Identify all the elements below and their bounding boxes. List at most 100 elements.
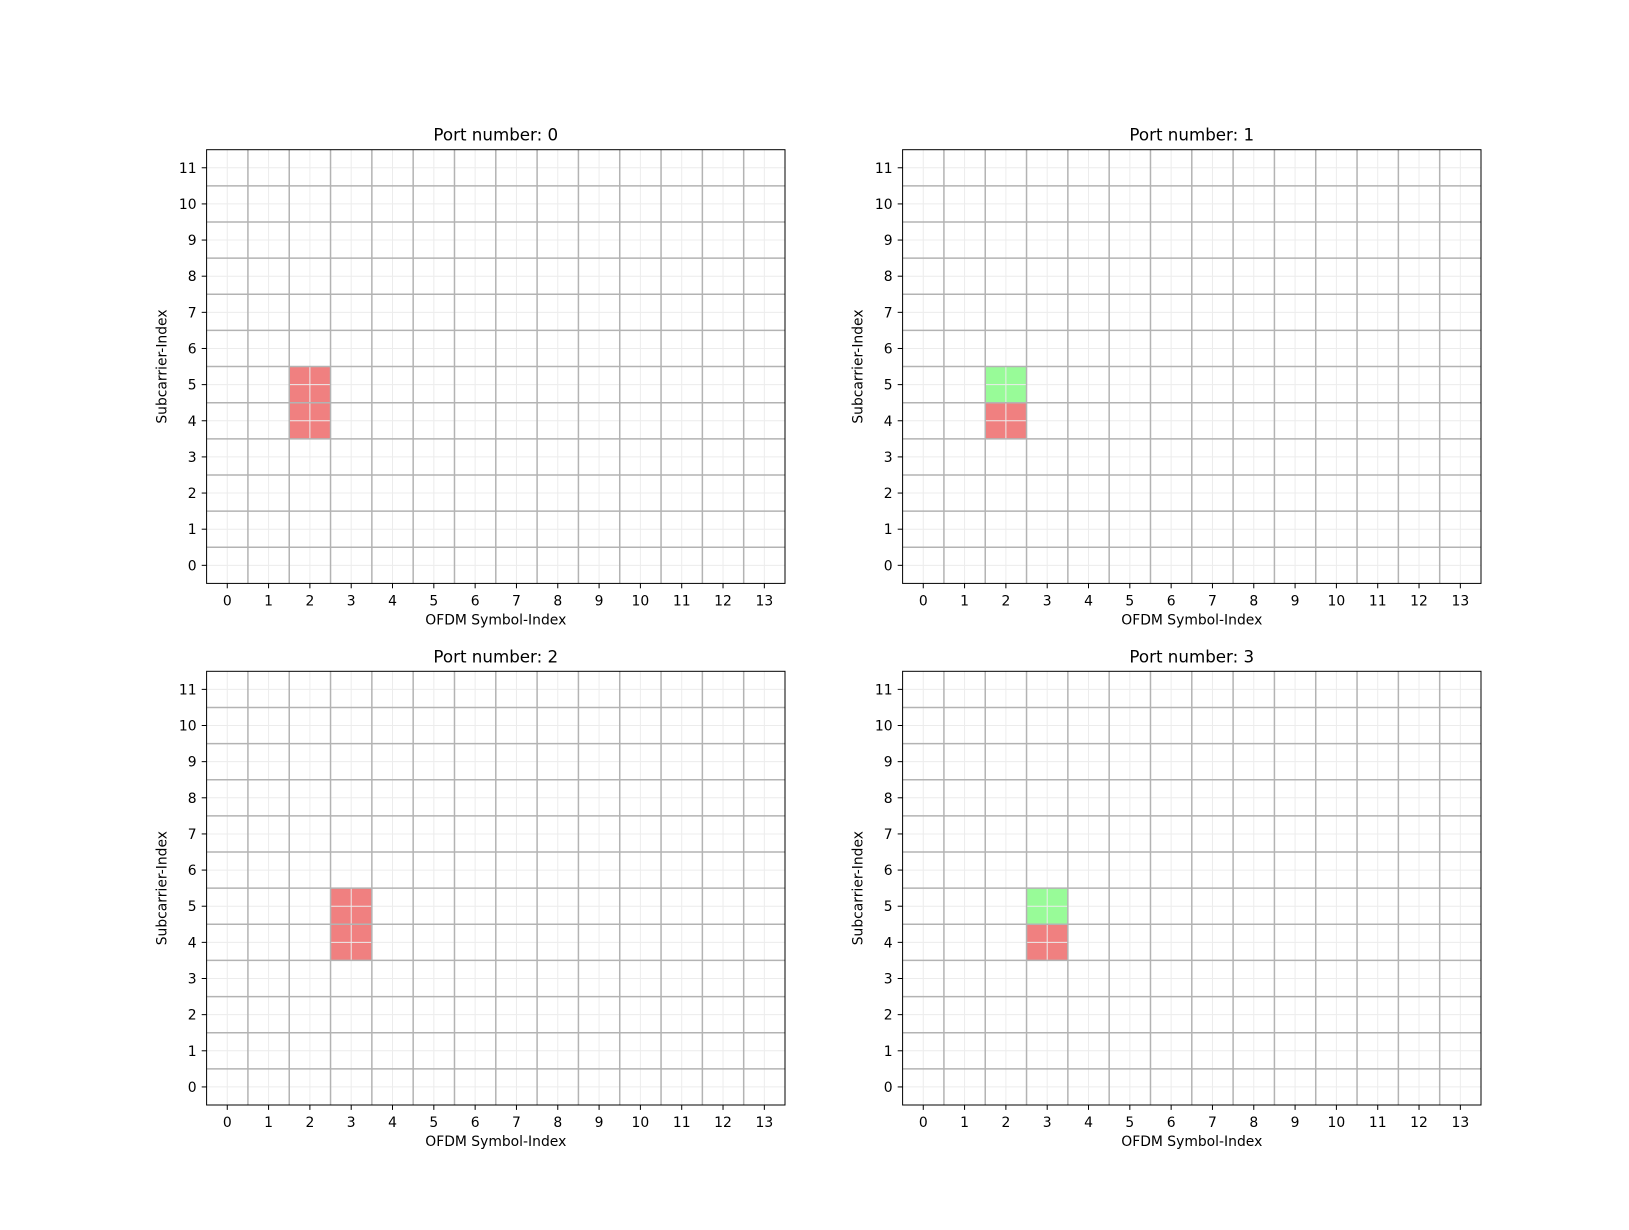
- y-tick-label: 8: [884, 791, 893, 807]
- chart-title: Port number: 1: [1129, 125, 1254, 145]
- y-tick-label: 5: [884, 378, 893, 394]
- y-tick-label: 6: [884, 341, 893, 357]
- x-tick-label: 2: [305, 593, 314, 609]
- x-tick-label: 10: [632, 593, 650, 609]
- x-tick-label: 9: [1291, 1115, 1300, 1131]
- y-tick-label: 2: [188, 486, 197, 502]
- y-tick-label: 9: [188, 233, 197, 249]
- x-tick-label: 0: [919, 1115, 928, 1131]
- x-tick-label: 2: [1001, 1115, 1010, 1131]
- x-tick-label: 12: [714, 593, 732, 609]
- y-tick-label: 5: [188, 378, 197, 394]
- x-axis-label: OFDM Symbol-Index: [425, 612, 566, 628]
- y-tick-label: 1: [188, 1044, 197, 1060]
- y-axis-label: Subcarrier-Index: [155, 831, 171, 945]
- x-tick-label: 7: [1208, 1115, 1217, 1131]
- x-axis-ticks: 0 1 2 3 4 5 6 7 8 9 10 11 12 13: [919, 583, 1469, 609]
- x-tick-label: 13: [755, 593, 773, 609]
- x-tick-label: 12: [714, 1115, 732, 1131]
- y-tick-label: 7: [884, 305, 893, 321]
- x-tick-label: 1: [264, 593, 273, 609]
- x-tick-label: 4: [1084, 593, 1093, 609]
- x-tick-label: 11: [1369, 593, 1387, 609]
- y-tick-label: 8: [884, 269, 893, 285]
- y-axis-label: Subcarrier-Index: [155, 309, 171, 423]
- axes-frame: [206, 670, 786, 1106]
- y-tick-label: 6: [884, 863, 893, 879]
- y-tick-label: 9: [188, 755, 197, 771]
- x-axis-label: OFDM Symbol-Index: [425, 1134, 566, 1150]
- y-axis-ticks: 0 1 2 3 4 5 6 7 8 9 10 11: [875, 682, 903, 1096]
- y-tick-label: 3: [884, 972, 893, 988]
- y-tick-label: 0: [884, 1080, 893, 1096]
- y-tick-label: 7: [188, 827, 197, 843]
- x-tick-label: 3: [347, 1115, 356, 1131]
- y-tick-label: 3: [188, 972, 197, 988]
- y-tick-label: 10: [179, 197, 197, 213]
- x-tick-label: 7: [512, 1115, 521, 1131]
- y-tick-label: 11: [179, 161, 197, 177]
- x-tick-label: 3: [347, 593, 356, 609]
- x-tick-label: 2: [1001, 593, 1010, 609]
- x-tick-label: 4: [1084, 1115, 1093, 1131]
- y-tick-label: 7: [884, 827, 893, 843]
- x-tick-label: 10: [1328, 1115, 1346, 1131]
- y-tick-label: 10: [179, 719, 197, 735]
- x-tick-label: 3: [1043, 1115, 1052, 1131]
- x-tick-label: 13: [1451, 1115, 1469, 1131]
- x-tick-label: 5: [429, 1115, 438, 1131]
- x-axis-label: OFDM Symbol-Index: [1121, 1134, 1262, 1150]
- y-tick-label: 2: [884, 486, 893, 502]
- x-tick-label: 4: [388, 1115, 397, 1131]
- axes-frame: [902, 149, 1482, 584]
- y-tick-label: 0: [188, 558, 197, 574]
- x-tick-label: 1: [960, 1115, 969, 1131]
- x-tick-label: 6: [471, 1115, 480, 1131]
- x-tick-label: 8: [553, 1115, 562, 1131]
- y-tick-label: 2: [188, 1008, 197, 1024]
- x-tick-label: 5: [1125, 593, 1134, 609]
- x-tick-label: 0: [919, 593, 928, 609]
- axes-frame: [206, 149, 786, 584]
- y-tick-label: 3: [884, 450, 893, 466]
- y-tick-label: 4: [188, 414, 197, 430]
- y-tick-label: 2: [884, 1008, 893, 1024]
- y-tick-label: 4: [884, 414, 893, 430]
- y-tick-label: 5: [884, 899, 893, 915]
- cell-border-grid: [206, 671, 785, 1105]
- x-tick-label: 8: [1249, 593, 1258, 609]
- x-tick-label: 2: [305, 1115, 314, 1131]
- x-tick-label: 0: [223, 1115, 232, 1131]
- x-tick-label: 0: [223, 593, 232, 609]
- y-tick-label: 7: [188, 305, 197, 321]
- x-tick-label: 12: [1410, 593, 1428, 609]
- x-tick-label: 11: [673, 593, 691, 609]
- y-tick-label: 8: [188, 269, 197, 285]
- y-tick-label: 3: [188, 450, 197, 466]
- x-tick-label: 10: [1328, 593, 1346, 609]
- x-tick-label: 7: [1208, 593, 1217, 609]
- y-axis-label: Subcarrier-Index: [851, 831, 867, 945]
- x-tick-label: 8: [553, 593, 562, 609]
- x-tick-label: 7: [512, 593, 521, 609]
- y-tick-label: 1: [884, 522, 893, 538]
- y-axis-ticks: 0 1 2 3 4 5 6 7 8 9 10 11: [875, 161, 903, 574]
- y-tick-label: 5: [188, 899, 197, 915]
- y-tick-label: 6: [188, 341, 197, 357]
- y-tick-label: 0: [188, 1080, 197, 1096]
- y-tick-label: 4: [188, 935, 197, 951]
- y-tick-label: 9: [884, 755, 893, 771]
- chart-title: Port number: 2: [433, 646, 558, 666]
- x-tick-label: 13: [755, 1115, 773, 1131]
- x-tick-label: 11: [1369, 1115, 1387, 1131]
- x-tick-label: 1: [264, 1115, 273, 1131]
- x-tick-label: 9: [1291, 593, 1300, 609]
- x-tick-label: 5: [1125, 1115, 1134, 1131]
- x-tick-label: 9: [595, 1115, 604, 1131]
- x-axis-ticks: 0 1 2 3 4 5 6 7 8 9 10 11 12 13: [919, 1105, 1469, 1131]
- chart-title: Port number: 0: [433, 125, 558, 145]
